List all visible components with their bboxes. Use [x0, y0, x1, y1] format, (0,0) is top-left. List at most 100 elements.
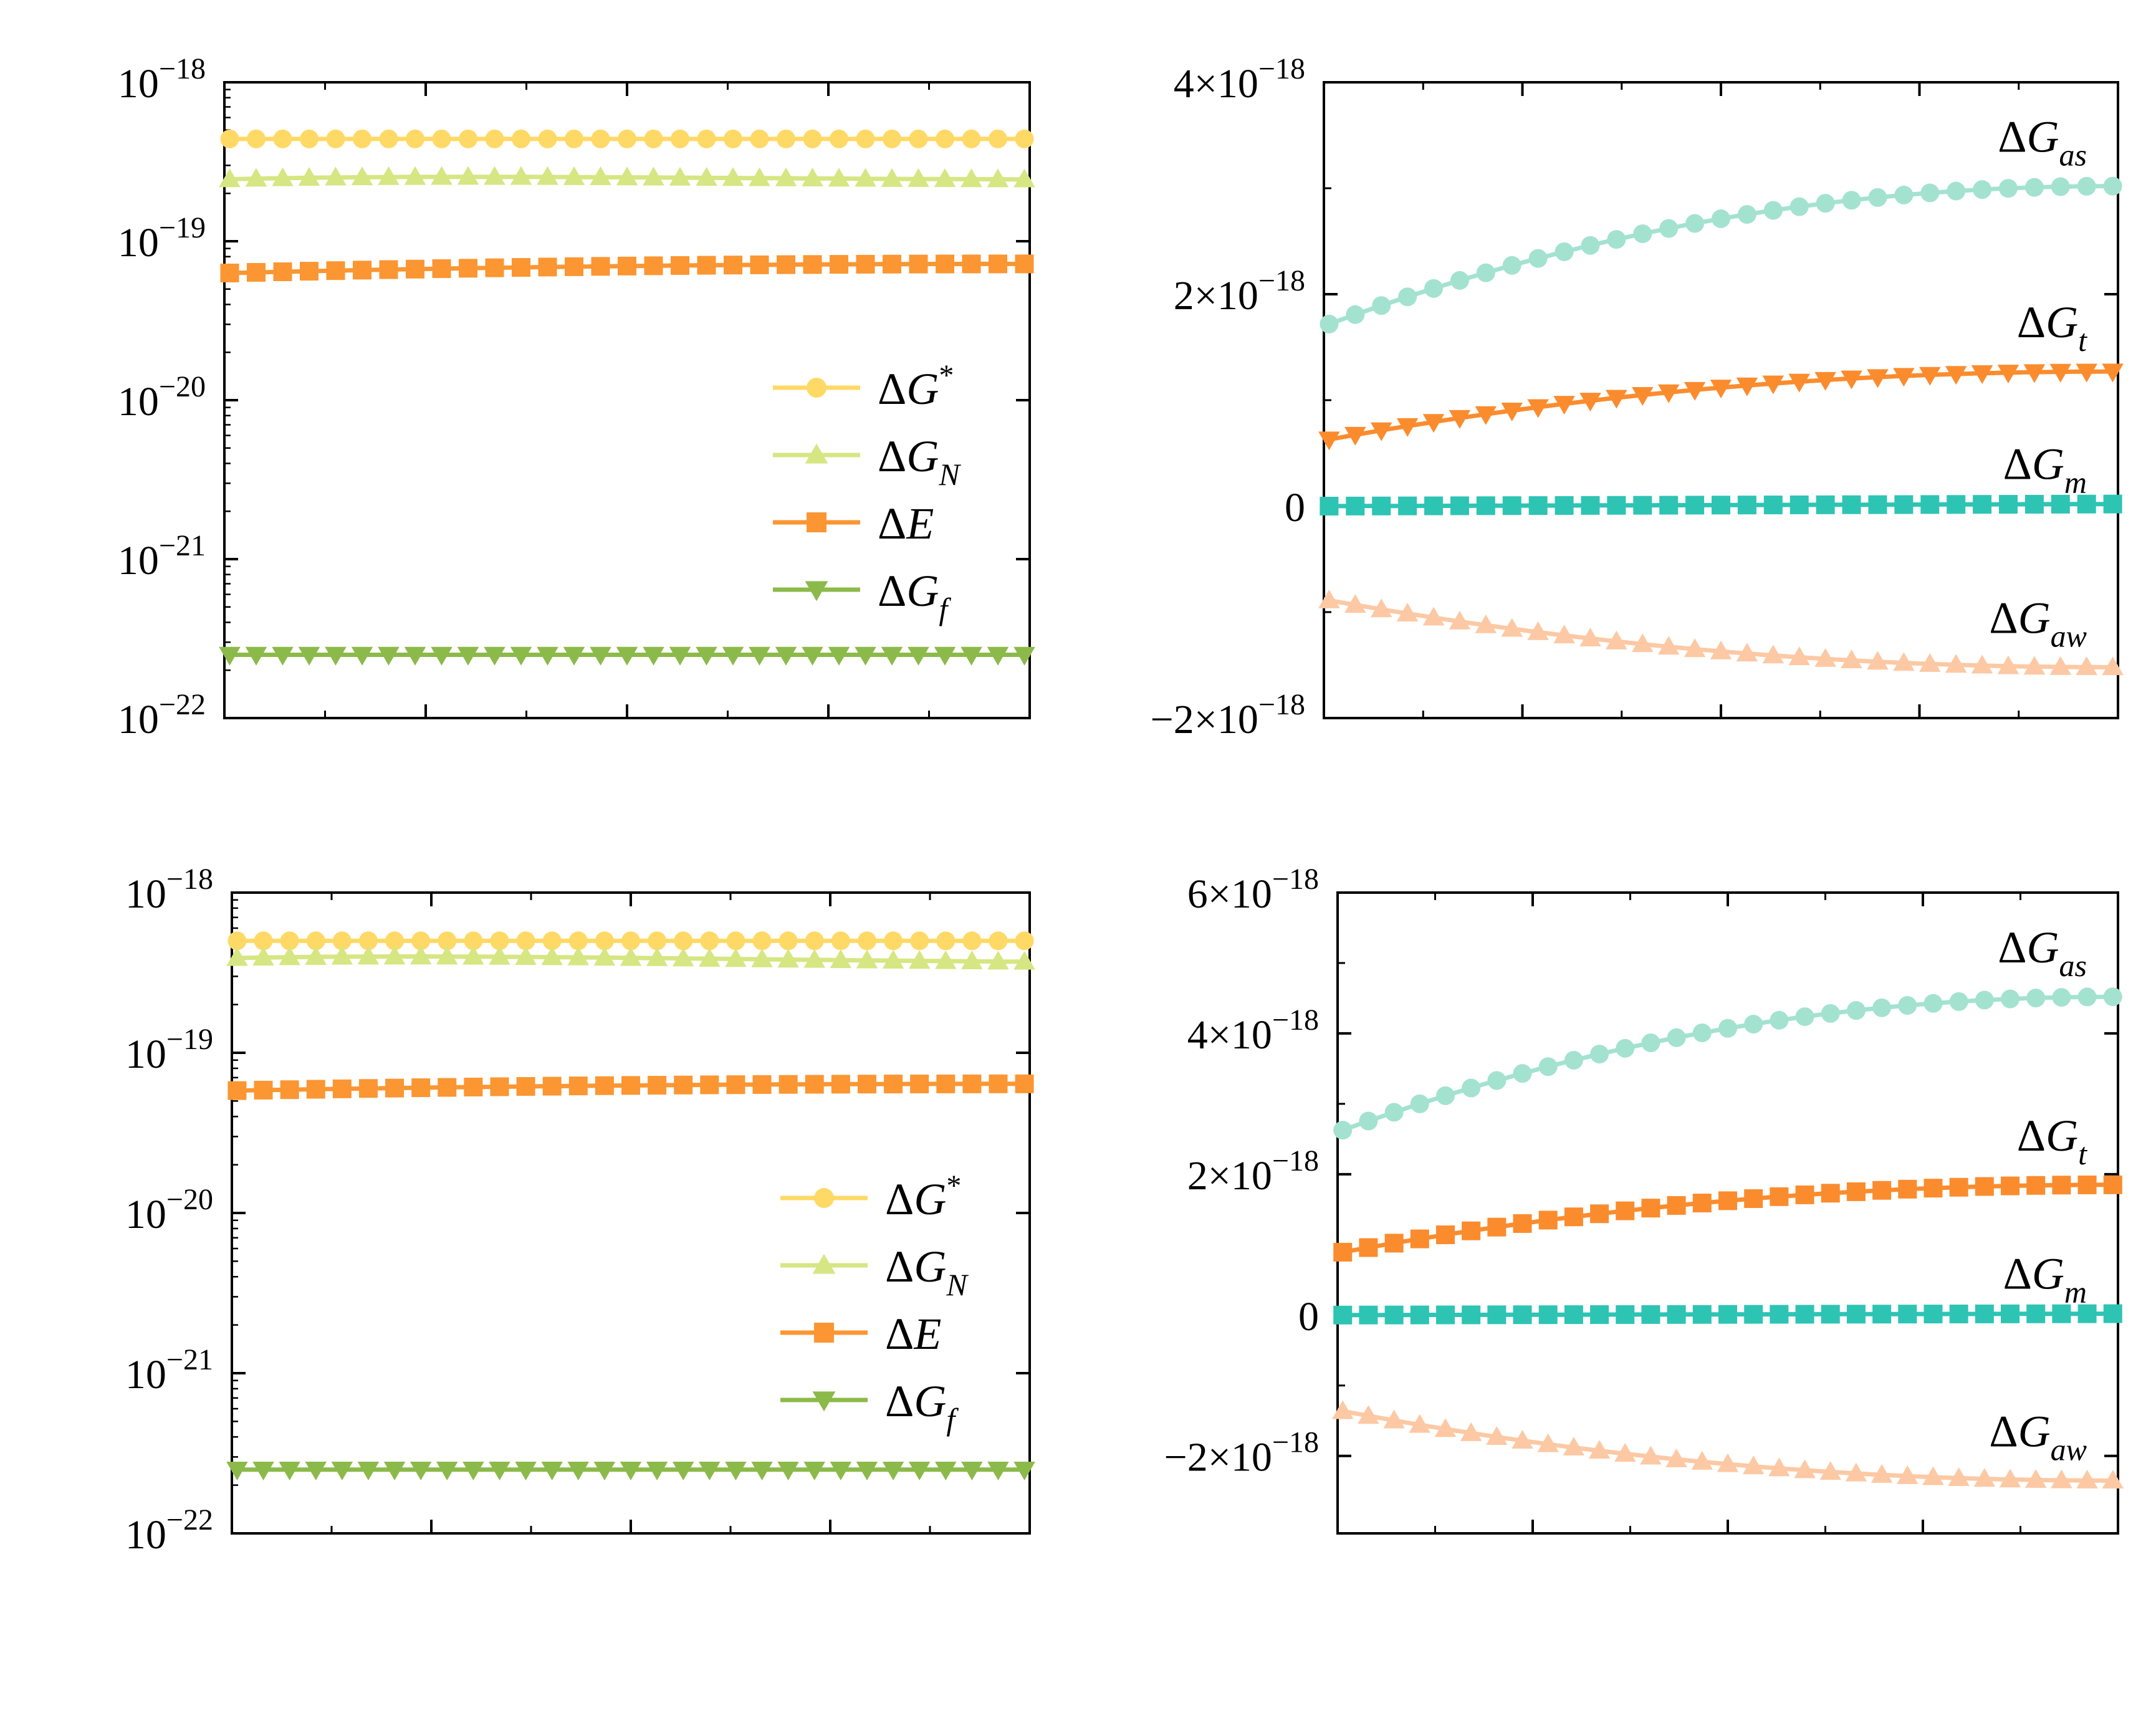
series-d-dG_as [1333, 987, 2122, 1140]
data-point-b-dG_t-30 [2102, 363, 2124, 383]
data-point-c-dG_f-10 [489, 1461, 510, 1480]
data-point-b-dG_t-21 [1867, 369, 1889, 388]
data-point-c-dE-8 [438, 1078, 457, 1097]
y-tick-label-c-3: 10−19 [125, 1023, 213, 1077]
legend-label-a-dG_N-symbol: G [906, 431, 939, 481]
legend-label-c-dE-delta: Δ [885, 1309, 914, 1359]
data-point-a-dG_star-9 [459, 129, 477, 148]
data-point-d-dG_t-15 [1718, 1191, 1737, 1210]
data-point-c-dG_f-12 [541, 1461, 563, 1480]
data-point-d-dG_aw-13 [1665, 1448, 1687, 1467]
data-point-b-dG_m-12 [1633, 496, 1652, 515]
data-point-a-dE-15 [618, 256, 636, 276]
data-point-d-dG_aw-7 [1512, 1429, 1533, 1449]
data-point-d-dG_m-5 [1462, 1305, 1481, 1325]
data-point-a-dG_N-23 [828, 168, 850, 187]
data-point-c-dG_star-23 [831, 931, 850, 951]
data-point-c-dG_N-30 [1013, 951, 1035, 970]
data-point-c-dG_f-23 [830, 1461, 852, 1480]
data-point-c-dG_f-2 [279, 1461, 300, 1480]
data-point-c-dG_star-25 [884, 931, 903, 951]
data-point-d-dG_as-15 [1718, 1019, 1737, 1038]
data-point-a-dG_N-15 [616, 166, 638, 186]
data-point-c-dG_N-26 [908, 950, 931, 969]
data-point-c-dE-11 [516, 1076, 535, 1096]
data-point-b-dG_as-12 [1633, 224, 1652, 244]
series-line-b-dG_as [1323, 184, 2118, 328]
data-point-d-dG_as-10 [1590, 1045, 1609, 1064]
data-point-c-dE-5 [358, 1079, 378, 1098]
data-point-c-dG_star-27 [936, 931, 956, 951]
legend-label-c-dG_N-symbol: G [914, 1242, 946, 1292]
data-point-b-dG_t-12 [1632, 386, 1654, 406]
data-point-b-dG_as-29 [2077, 176, 2096, 196]
data-point-b-dG_t-6 [1475, 406, 1497, 425]
data-point-d-dG_as-20 [1846, 1001, 1866, 1020]
data-point-a-dG_f-7 [404, 646, 426, 666]
data-point-c-dG_star-29 [989, 931, 1008, 951]
data-point-b-dG_m-11 [1607, 496, 1626, 515]
data-point-b-dG_as-4 [1424, 279, 1444, 298]
y-tick-exp-c-3: −19 [166, 1023, 213, 1056]
data-point-d-dG_t-17 [1770, 1187, 1789, 1206]
data-point-c-dG_N-11 [515, 946, 537, 965]
data-point-a-dG_star-14 [591, 129, 610, 148]
series-label-b-dG_aw-sub: aw [2051, 618, 2087, 653]
data-point-c-dE-13 [568, 1076, 588, 1096]
data-point-b-dG_m-16 [1737, 496, 1756, 515]
data-point-a-dE-30 [1015, 254, 1034, 274]
data-point-a-dE-27 [936, 254, 954, 274]
data-point-c-dG_star-22 [805, 931, 824, 951]
data-point-c-dG_f-22 [803, 1461, 825, 1480]
data-point-c-dG_f-21 [777, 1461, 799, 1480]
legend-label-a-dG_star-sup: * [939, 359, 954, 392]
data-point-d-dG_as-14 [1692, 1023, 1712, 1043]
y-tick-exp-a-3: −19 [159, 211, 206, 244]
data-point-a-dG_N-4 [325, 166, 347, 186]
series-d-dG_aw [1331, 1400, 2124, 1489]
data-point-d-dG_t-8 [1538, 1210, 1558, 1230]
data-point-a-dG_star-15 [618, 129, 636, 148]
y-tick-label-d-0: −2×10−18 [1164, 1426, 1319, 1480]
data-point-legend-c-3 [812, 1391, 836, 1412]
data-point-c-dE-6 [385, 1078, 405, 1098]
data-point-a-dG_star-8 [432, 129, 451, 148]
data-point-c-dG_star-17 [674, 931, 693, 951]
data-point-b-dG_m-0 [1320, 496, 1339, 515]
series-b-dG_aw [1318, 589, 2124, 676]
data-point-c-dE-28 [962, 1074, 982, 1093]
data-point-a-dG_f-3 [298, 646, 320, 666]
data-point-d-dG_as-25 [1975, 990, 1994, 1010]
data-point-c-dE-10 [490, 1077, 509, 1096]
data-point-d-dG_t-28 [2052, 1176, 2071, 1195]
data-point-legend-a-1 [805, 443, 828, 464]
data-point-d-dG_aw-0 [1331, 1400, 1354, 1419]
data-point-d-dG_t-1 [1359, 1238, 1378, 1257]
data-point-b-dG_aw-4 [1422, 606, 1445, 626]
data-point-c-dG_N-19 [725, 948, 747, 967]
data-point-b-dG_m-29 [2077, 494, 2096, 514]
data-point-b-dG_as-11 [1607, 230, 1626, 249]
series-c-dG_f [226, 1461, 1035, 1480]
legend-label-a-dG_N-delta: Δ [878, 431, 906, 481]
data-point-d-dG_t-27 [2026, 1176, 2046, 1195]
data-point-d-dG_as-28 [2052, 988, 2071, 1007]
data-point-c-dG_f-9 [462, 1461, 484, 1480]
data-point-a-dG_f-14 [590, 646, 611, 666]
y-tick-base-c-3: 10 [125, 1032, 166, 1077]
data-point-d-dG_m-3 [1410, 1305, 1429, 1325]
data-point-c-dG_f-7 [410, 1461, 432, 1480]
data-point-d-dG_aw-8 [1537, 1433, 1559, 1452]
data-point-a-dG_star-26 [909, 129, 928, 148]
data-point-c-dG_f-4 [331, 1461, 353, 1480]
data-point-b-dG_aw-29 [2076, 656, 2097, 676]
data-point-d-dG_t-19 [1821, 1184, 1840, 1203]
legend-label-a-dG_N-sub: N [938, 457, 961, 492]
data-point-c-dE-21 [779, 1075, 798, 1094]
data-point-a-dG_f-25 [881, 646, 903, 666]
data-point-b-dG_m-3 [1398, 496, 1417, 515]
data-point-a-dE-20 [750, 255, 769, 274]
data-point-d-dG_m-21 [1872, 1305, 1892, 1324]
data-point-c-dE-17 [674, 1075, 693, 1095]
